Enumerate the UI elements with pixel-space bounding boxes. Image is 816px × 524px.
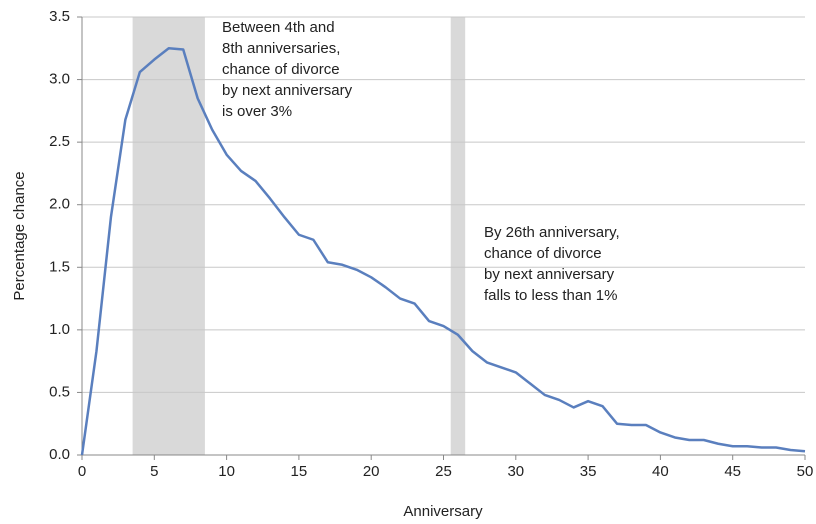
x-tick-label: 15 <box>291 463 308 480</box>
y-tick-label: 2.0 <box>49 196 70 213</box>
annotation: 8th anniversaries, <box>222 40 340 57</box>
x-tick-label: 35 <box>580 463 597 480</box>
x-tick-label: 45 <box>724 463 741 480</box>
y-tick-label: 0.0 <box>49 446 70 463</box>
shaded-range <box>450 17 466 455</box>
x-tick-label: 0 <box>78 463 86 480</box>
annotation: chance of divorce <box>222 61 340 78</box>
y-tick-label: 2.5 <box>49 133 70 150</box>
annotation: By 26th anniversary, <box>484 224 620 241</box>
x-tick-label: 20 <box>363 463 380 480</box>
data-line <box>80 47 806 456</box>
shaded-range <box>132 17 205 455</box>
annotation: chance of divorce <box>484 245 602 262</box>
x-tick-label: 10 <box>218 463 235 480</box>
annotation: by next anniversary <box>484 266 615 283</box>
y-tick-label: 1.5 <box>49 258 70 275</box>
y-tick-label: 3.5 <box>49 8 70 25</box>
y-axis-label: Percentage chance <box>11 171 28 300</box>
y-tick-label: 0.5 <box>49 383 70 400</box>
y-tick-label: 1.0 <box>49 321 70 338</box>
annotation: Between 4th and <box>222 19 335 36</box>
annotation: is over 3% <box>222 103 292 120</box>
x-axis-label: Anniversary <box>403 503 483 520</box>
x-tick-label: 50 <box>797 463 814 480</box>
annotation: falls to less than 1% <box>484 287 617 304</box>
x-tick-label: 5 <box>150 463 158 480</box>
x-tick-label: 25 <box>435 463 452 480</box>
x-tick-label: 30 <box>507 463 524 480</box>
y-tick-label: 3.0 <box>49 71 70 88</box>
x-tick-label: 40 <box>652 463 669 480</box>
annotation: by next anniversary <box>222 82 353 99</box>
